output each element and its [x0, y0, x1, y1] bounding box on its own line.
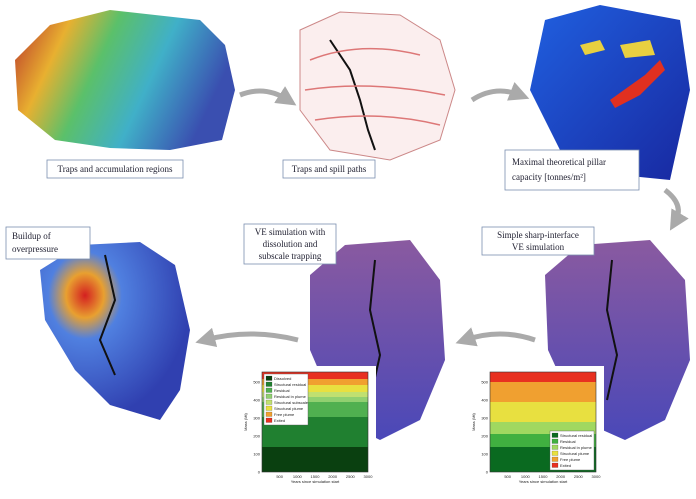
legend-label: Residual in plume [274, 394, 307, 399]
arrow [205, 334, 298, 340]
legend-swatch [266, 406, 272, 411]
arrow [465, 334, 535, 340]
legend-label: Structural subscale [274, 400, 309, 405]
legend-swatch [266, 400, 272, 405]
area [262, 447, 368, 472]
caption: capacity [tonnes/m²] [512, 172, 586, 182]
y-axis-label: Mass (Mt) [243, 412, 248, 430]
legend-swatch [552, 433, 558, 438]
arrow [665, 190, 678, 222]
y-axis-label: Mass (Mt) [471, 412, 476, 430]
legend-swatch [266, 394, 272, 399]
arrow [472, 91, 520, 100]
legend-swatch [266, 418, 272, 423]
legend-label: Exited [560, 463, 571, 468]
caption: VE simulation [512, 242, 565, 252]
legend-swatch [552, 463, 558, 468]
legend-swatch [266, 376, 272, 381]
y-tick-label: 300 [253, 416, 260, 421]
legend-label: Structural plume [274, 406, 304, 411]
figure: Traps and accumulation regions Traps and… [0, 0, 696, 499]
legend-label: Free plume [560, 457, 581, 462]
x-tick-label: 500 [504, 474, 511, 479]
legend-swatch [552, 451, 558, 456]
legend-swatch [266, 412, 272, 417]
y-tick-label: 300 [481, 416, 488, 421]
caption: Buildup of [12, 231, 51, 241]
legend-swatch [266, 388, 272, 393]
legend-swatch [552, 445, 558, 450]
legend-label: Free plume [274, 412, 295, 417]
arrow [240, 91, 288, 100]
y-tick-label: 200 [253, 434, 260, 439]
y-tick-label: 500 [253, 380, 260, 385]
legend-label: Dissolved [274, 376, 291, 381]
x-tick-label: 2500 [574, 474, 584, 479]
caption-box [505, 150, 639, 190]
caption: Maximal theoretical pillar [512, 157, 606, 167]
x-tick-label: 3000 [364, 474, 374, 479]
legend-label: Residual [274, 388, 290, 393]
legend-label: Residual [560, 439, 576, 444]
y-tick-label: 500 [481, 380, 488, 385]
caption: Traps and accumulation regions [58, 164, 173, 174]
caption: Traps and spill paths [292, 164, 367, 174]
legend-label: Residual in plume [560, 445, 593, 450]
caption: subscale trapping [259, 251, 322, 261]
terrain-map [15, 10, 235, 150]
y-tick-label: 400 [253, 398, 260, 403]
legend-label: Exited [274, 418, 285, 423]
caption: overpressure [12, 244, 58, 254]
y-tick-label: 400 [481, 398, 488, 403]
legend-swatch [266, 382, 272, 387]
caption: VE simulation with [255, 227, 326, 237]
x-axis-label: Years since simulation start [519, 479, 568, 484]
legend-label: Structural residual [274, 382, 306, 387]
overpressure-map [40, 242, 190, 420]
legend-swatch [552, 457, 558, 462]
x-tick-label: 500 [276, 474, 283, 479]
caption: Simple sharp-interface [497, 230, 579, 240]
y-tick-label: 100 [253, 452, 260, 457]
legend-label: Structural residual [560, 433, 592, 438]
x-tick-label: 3000 [592, 474, 602, 479]
x-axis-label: Years since simulation start [291, 479, 340, 484]
y-tick-label: 100 [481, 452, 488, 457]
x-tick-label: 2500 [346, 474, 356, 479]
legend-swatch [552, 439, 558, 444]
legend-label: Structural plume [560, 451, 590, 456]
caption: dissolution and [263, 239, 318, 249]
y-tick-label: 200 [481, 434, 488, 439]
